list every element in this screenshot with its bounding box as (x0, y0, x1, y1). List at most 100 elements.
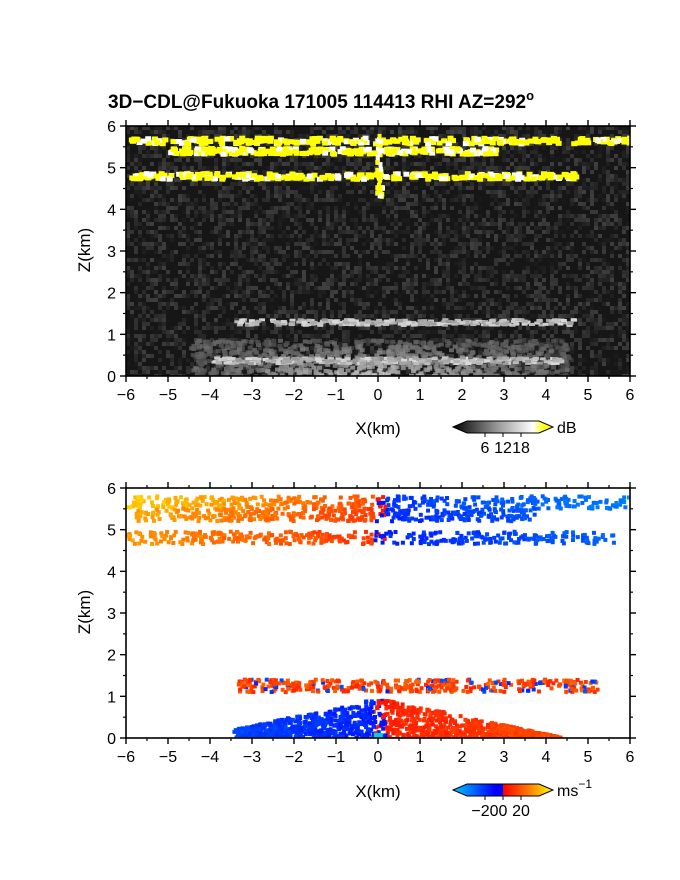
noise-pixel (362, 326, 366, 330)
noise-pixel (498, 202, 502, 206)
noise-pixel (138, 150, 142, 154)
noise-pixel (218, 334, 222, 338)
noise-pixel (166, 330, 170, 334)
surface-return-pixel (380, 356, 386, 361)
noise-pixel (314, 310, 318, 314)
noise-pixel (562, 146, 566, 150)
noise-pixel (422, 370, 426, 374)
noise-pixel (618, 194, 622, 198)
noise-pixel (214, 182, 218, 186)
surface-return-pixel (247, 345, 253, 350)
noise-pixel (358, 210, 362, 214)
noise-pixel (218, 306, 222, 310)
surface-return-pixel (563, 347, 569, 352)
noise-pixel (390, 326, 394, 330)
noise-pixel (474, 158, 478, 162)
noise-pixel (394, 210, 398, 214)
noise-pixel (566, 138, 570, 142)
noise-pixel (146, 370, 150, 374)
noise-pixel (302, 278, 306, 282)
noise-pixel (466, 302, 470, 306)
noise-pixel (166, 234, 170, 238)
noise-pixel (418, 258, 422, 262)
noise-pixel (290, 230, 294, 234)
noise-pixel (570, 146, 574, 150)
noise-pixel (526, 338, 530, 342)
noise-pixel (194, 350, 198, 354)
noise-pixel (266, 194, 270, 198)
noise-pixel (498, 166, 502, 170)
noise-pixel (218, 226, 222, 230)
noise-pixel (390, 310, 394, 314)
noise-pixel (270, 278, 274, 282)
noise-pixel (590, 246, 594, 250)
surface-return-pixel (199, 344, 205, 349)
noise-pixel (186, 254, 190, 258)
noise-pixel (238, 218, 242, 222)
noise-pixel (390, 210, 394, 214)
noise-pixel (262, 142, 266, 146)
noise-pixel (198, 282, 202, 286)
noise-pixel (410, 246, 414, 250)
surface-return-pixel (488, 365, 494, 370)
noise-pixel (190, 146, 194, 150)
noise-pixel (214, 274, 218, 278)
noise-pixel (154, 270, 158, 274)
noise-pixel (162, 282, 166, 286)
noise-pixel (442, 158, 446, 162)
noise-pixel (582, 218, 586, 222)
noise-pixel (326, 234, 330, 238)
noise-pixel (478, 242, 482, 246)
noise-pixel (346, 342, 350, 346)
noise-pixel (626, 318, 630, 322)
noise-pixel (502, 146, 506, 150)
noise-pixel (346, 190, 350, 194)
noise-pixel (290, 298, 294, 302)
noise-pixel (314, 194, 318, 198)
noise-pixel (158, 334, 162, 338)
noise-pixel (326, 286, 330, 290)
noise-pixel (550, 250, 554, 254)
noise-pixel (538, 306, 542, 310)
noise-pixel (578, 222, 582, 226)
noise-pixel (134, 358, 138, 362)
noise-pixel (462, 246, 466, 250)
noise-pixel (378, 346, 382, 350)
noise-pixel (134, 154, 138, 158)
noise-pixel (426, 194, 430, 198)
noise-pixel (226, 210, 230, 214)
noise-pixel (478, 186, 482, 190)
surface-return-pixel (471, 341, 477, 346)
noise-pixel (566, 294, 570, 298)
noise-pixel (130, 338, 134, 342)
noise-pixel (470, 302, 474, 306)
noise-pixel (590, 318, 594, 322)
noise-pixel (430, 282, 434, 286)
noise-pixel (506, 246, 510, 250)
noise-pixel (274, 346, 278, 350)
noise-pixel (282, 162, 286, 166)
noise-pixel (346, 330, 350, 334)
noise-pixel (158, 302, 162, 306)
noise-pixel (470, 242, 474, 246)
noise-pixel (342, 134, 346, 138)
surface-return-pixel (504, 367, 510, 372)
noise-pixel (134, 326, 138, 330)
noise-pixel (626, 306, 630, 310)
noise-pixel (510, 338, 514, 342)
noise-pixel (286, 206, 290, 210)
surface-return-pixel (256, 342, 262, 347)
noise-pixel (554, 230, 558, 234)
noise-pixel (190, 218, 194, 222)
noise-pixel (262, 130, 266, 134)
noise-pixel (422, 178, 426, 182)
noise-pixel (294, 214, 298, 218)
noise-pixel (454, 262, 458, 266)
noise-pixel (330, 266, 334, 270)
noise-pixel (330, 254, 334, 258)
noise-pixel (394, 314, 398, 318)
noise-pixel (586, 298, 590, 302)
noise-pixel (542, 214, 546, 218)
noise-pixel (142, 154, 146, 158)
noise-pixel (262, 254, 266, 258)
